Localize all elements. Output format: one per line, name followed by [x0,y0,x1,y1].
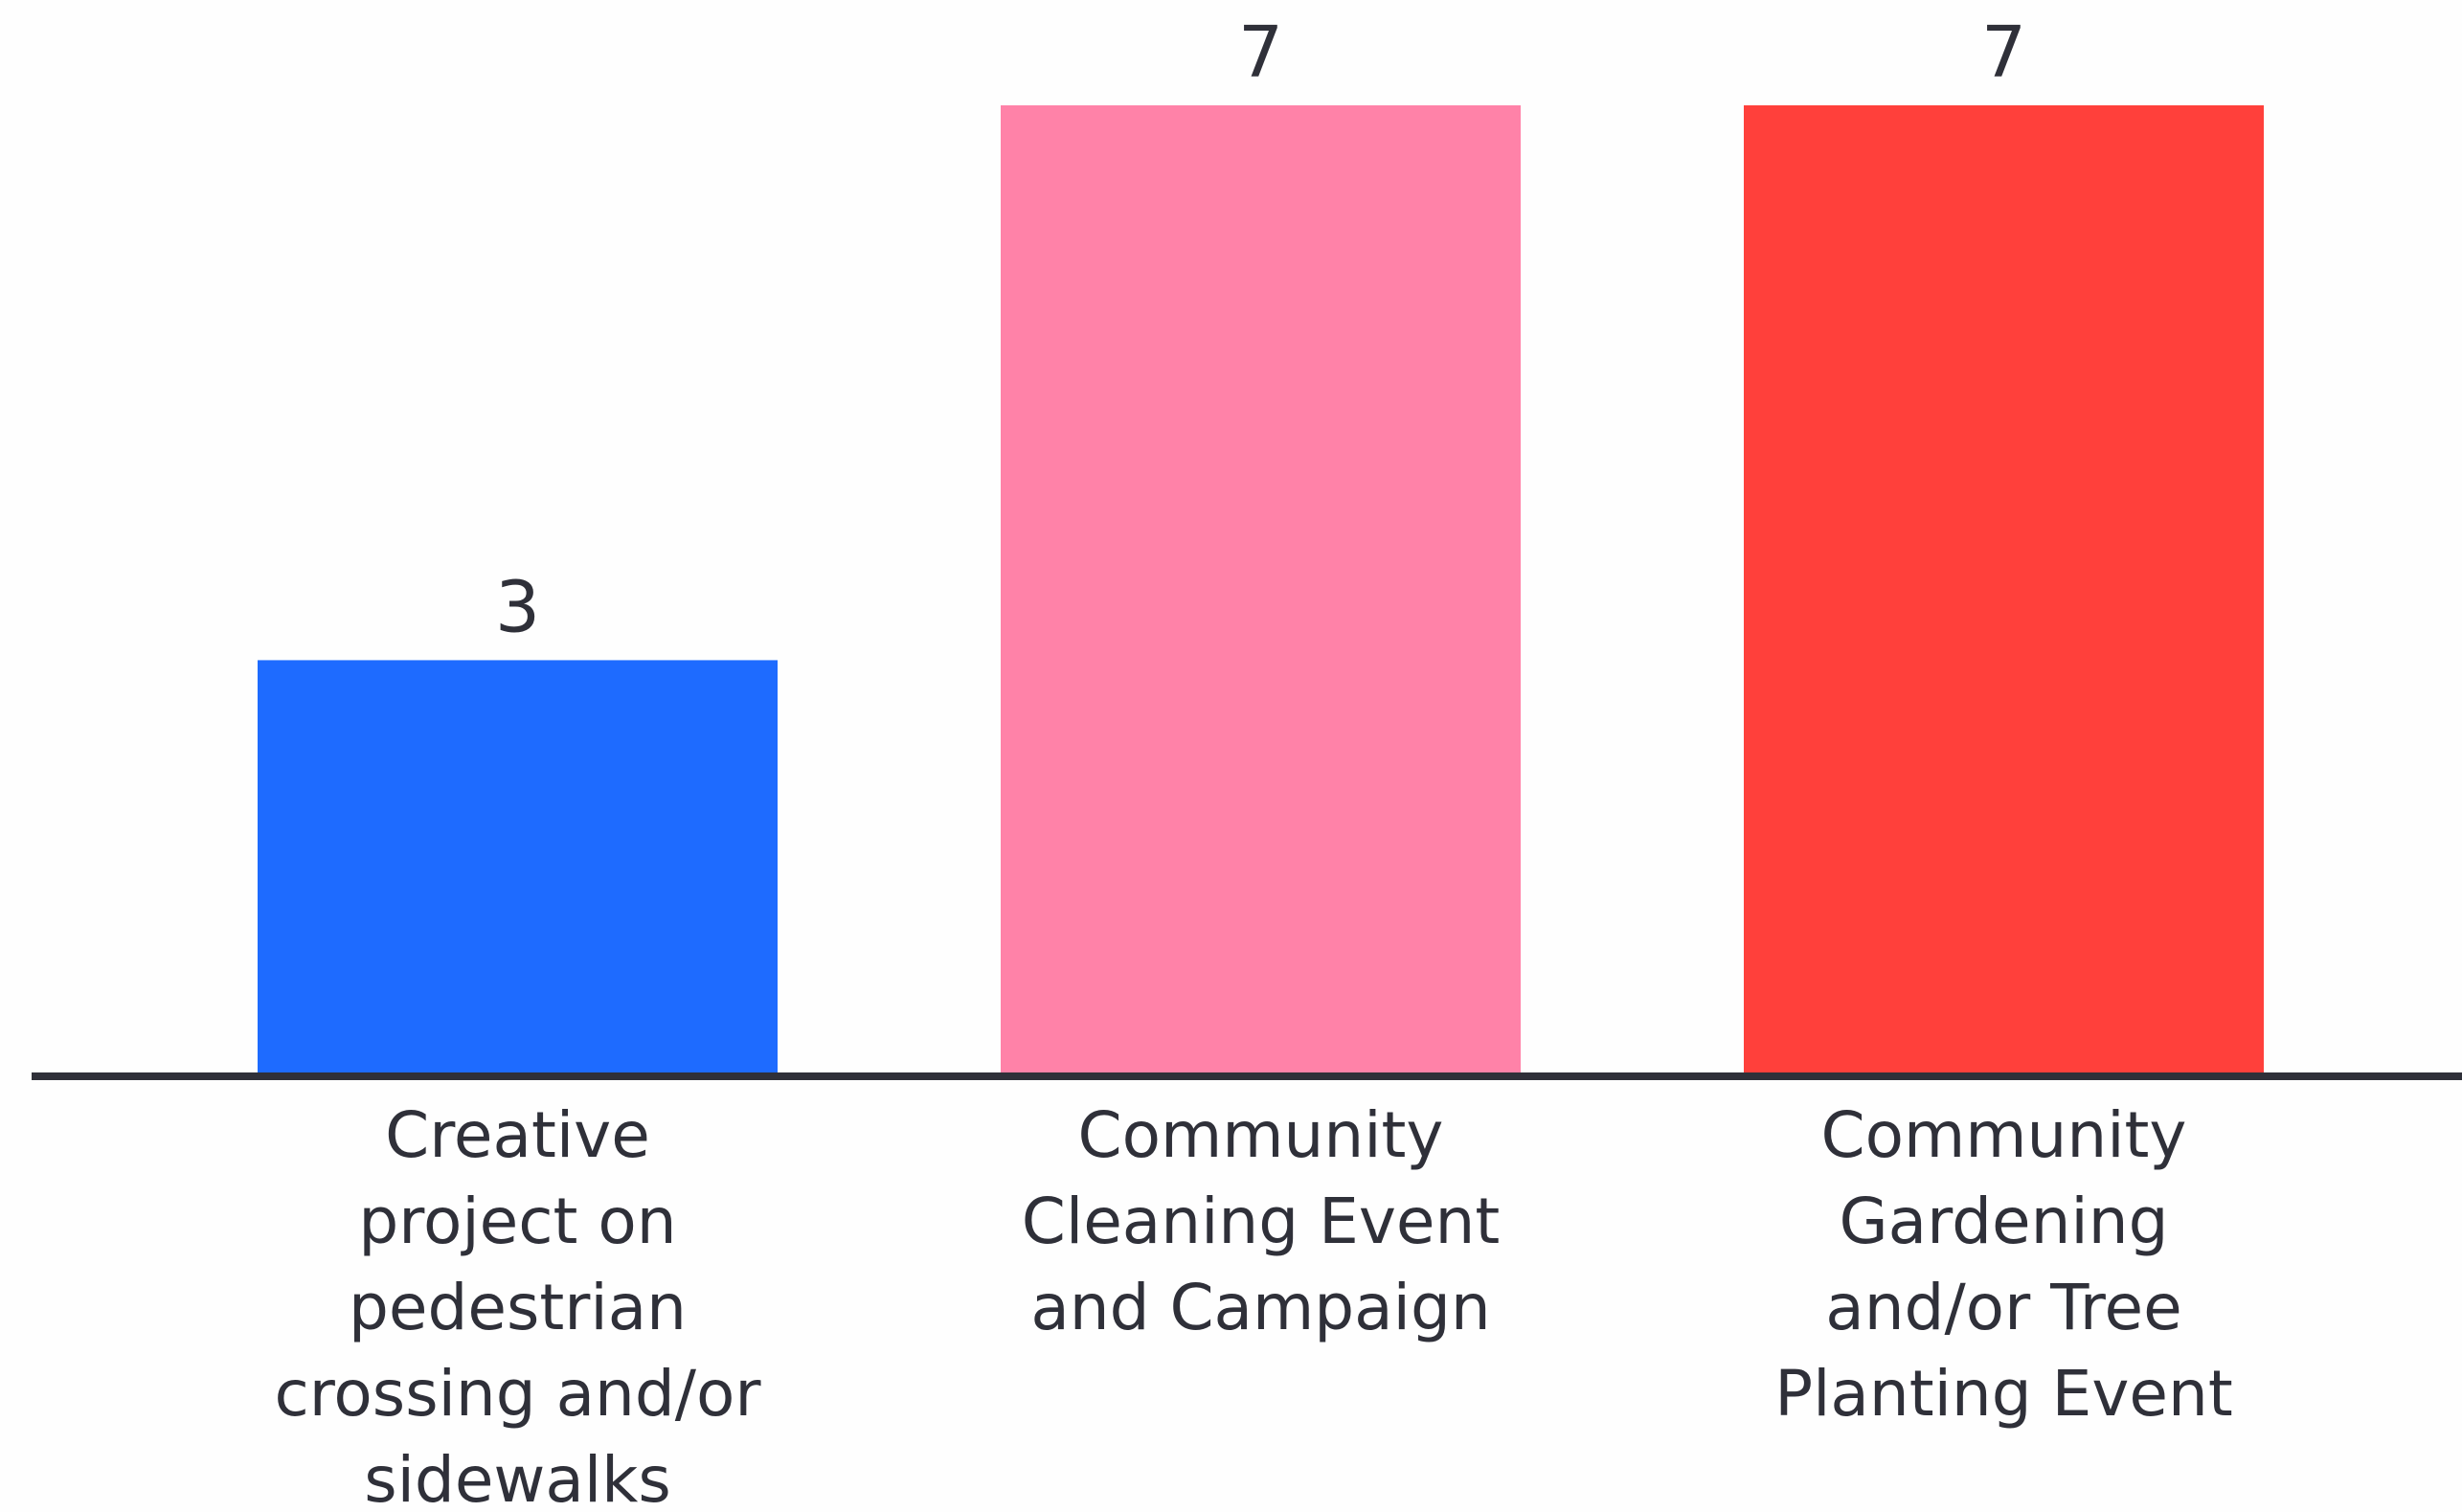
category-label-line: Community [1078,1098,1444,1172]
category-label-line: Creative [385,1098,650,1172]
category-label-0: Creative project on pedestrian crossing and… [274,1098,761,1512]
category-label-line: Community [1821,1098,2187,1172]
bar-1 [1001,105,1521,1076]
category-label-line: Gardening [1840,1185,2169,1258]
bar-0 [258,660,778,1076]
category-label-line: and/or Tree [1825,1271,2181,1344]
category-label-1: Community Cleaning Event and Campaign [1022,1098,1500,1344]
bar-2 [1744,105,2264,1076]
bar-value-label-2: 7 [1981,11,2026,94]
category-label-line: and Campaign [1030,1271,1490,1344]
category-label-line: sidewalks [364,1443,671,1512]
bar-value-label-1: 7 [1238,11,1283,94]
category-label-line: Cleaning Event [1022,1185,1500,1258]
category-label-line: pedestrian [349,1271,687,1344]
value-labels-group: 3 7 7 [495,11,2026,648]
category-label-line: crossing and/or [274,1357,761,1431]
category-labels-group: Creative project on pedestrian crossing and… [274,1098,2232,1512]
bar-value-label-0: 3 [495,566,540,648]
category-label-line: project on [358,1185,676,1258]
category-label-2: Community Gardening and/or Tree Planting Ev… [1774,1098,2232,1431]
bars-group [258,105,2264,1076]
category-label-line: Planting Event [1774,1357,2232,1431]
